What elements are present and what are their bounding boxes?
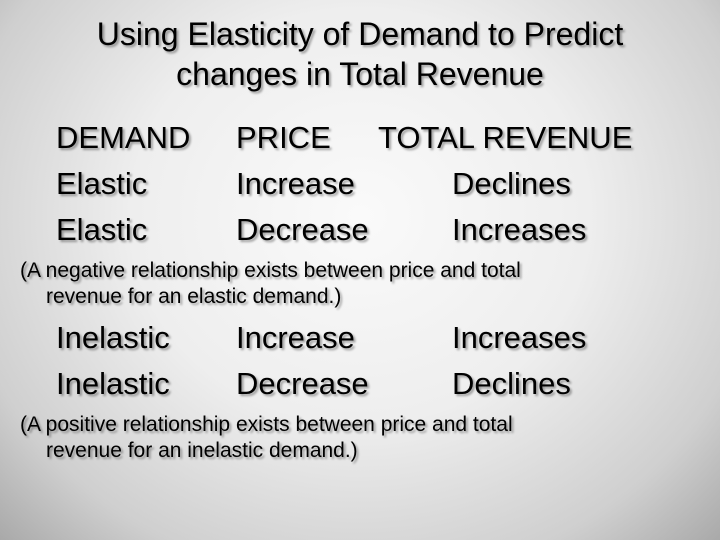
revenue-cell: Increases xyxy=(452,212,587,247)
price-cell: Increase xyxy=(236,166,355,201)
inelastic-note-line-2: revenue for an inelastic demand.) xyxy=(46,439,358,462)
elastic-note-line-1: (A negative relationship exists between … xyxy=(20,259,521,282)
price-cell: Increase xyxy=(236,320,355,355)
header-total-revenue: TOTAL REVENUE xyxy=(378,120,633,155)
demand-cell: Elastic xyxy=(56,166,148,201)
inelastic-note-line-1: (A positive relationship exists between … xyxy=(20,413,513,436)
table-row: Inelastic Increase Increases xyxy=(0,318,720,358)
elastic-note: (A negative relationship exists between … xyxy=(20,258,700,310)
demand-cell: Inelastic xyxy=(56,366,170,401)
header-row: DEMAND PRICE TOTAL REVENUE xyxy=(0,118,720,158)
table-row: Inelastic Decrease Declines xyxy=(0,364,720,404)
elastic-note-line-2: revenue for an elastic demand.) xyxy=(46,285,342,308)
table-row: Elastic Increase Declines xyxy=(0,164,720,204)
price-cell: Decrease xyxy=(236,212,369,247)
title-line-1: Using Elasticity of Demand to Predict xyxy=(96,16,624,52)
revenue-cell: Declines xyxy=(452,166,571,201)
table-row: Elastic Decrease Increases xyxy=(0,210,720,250)
revenue-cell: Increases xyxy=(452,320,587,355)
demand-cell: Inelastic xyxy=(56,320,170,355)
title-line-2: changes in Total Revenue xyxy=(176,56,544,92)
slide-title: Using Elasticity of Demand to Predict ch… xyxy=(0,14,720,94)
inelastic-note: (A positive relationship exists between … xyxy=(20,412,700,464)
demand-cell: Elastic xyxy=(56,212,148,247)
revenue-cell: Declines xyxy=(452,366,571,401)
header-price: PRICE xyxy=(236,120,331,155)
header-demand: DEMAND xyxy=(56,120,191,155)
price-cell: Decrease xyxy=(236,366,369,401)
